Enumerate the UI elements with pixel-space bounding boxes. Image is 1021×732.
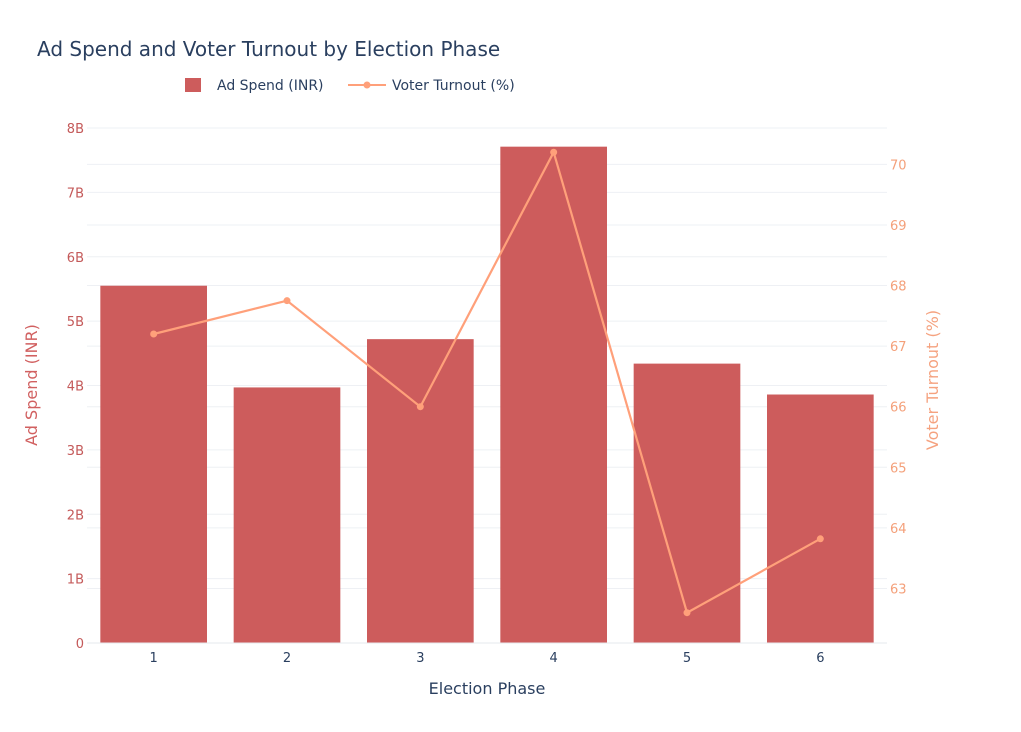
- line-series-voter-turnout: [150, 148, 824, 617]
- left-y-axis-ticks: 0 1B 2B 3B 4B 5B 6B 7B 8B: [67, 122, 84, 652]
- x-tick-label-1: 1: [150, 651, 158, 666]
- x-tick-label-3: 3: [416, 651, 424, 666]
- bar-phase-3[interactable]: [367, 339, 474, 643]
- left-tick-label-5: 5B: [67, 315, 84, 330]
- bar-phase-6[interactable]: [767, 394, 874, 643]
- chart-title: Ad Spend and Voter Turnout by Election P…: [37, 37, 500, 61]
- right-tick-label-7: 70: [890, 158, 907, 173]
- turnout-point-phase-3[interactable]: [416, 403, 424, 411]
- right-tick-label-0: 63: [890, 582, 907, 597]
- legend-swatch-ad-spend: [185, 78, 201, 92]
- x-tick-label-4: 4: [550, 651, 558, 666]
- turnout-point-phase-4[interactable]: [550, 148, 558, 156]
- bar-series-ad-spend: [100, 146, 874, 643]
- x-tick-label-5: 5: [683, 651, 691, 666]
- left-tick-label-6: 6B: [67, 251, 84, 266]
- left-tick-label-0: 0: [76, 637, 84, 652]
- right-tick-label-2: 65: [890, 461, 907, 476]
- left-tick-label-8: 8B: [67, 122, 84, 137]
- x-tick-label-2: 2: [283, 651, 291, 666]
- right-tick-label-4: 67: [890, 340, 907, 355]
- turnout-point-phase-2[interactable]: [283, 297, 291, 305]
- legend-label-ad-spend[interactable]: Ad Spend (INR): [217, 78, 324, 94]
- right-y-axis-title: Voter Turnout (%): [923, 310, 942, 450]
- left-tick-label-7: 7B: [67, 186, 84, 201]
- x-axis-title: Election Phase: [429, 679, 546, 698]
- turnout-point-phase-6[interactable]: [816, 535, 824, 543]
- gridlines: [87, 127, 887, 644]
- left-y-axis-title: Ad Spend (INR): [22, 324, 41, 446]
- left-tick-label-2: 2B: [67, 508, 84, 523]
- bar-phase-1[interactable]: [100, 285, 207, 643]
- right-tick-label-5: 68: [890, 280, 907, 295]
- bar-phase-2[interactable]: [233, 387, 341, 643]
- turnout-point-phase-1[interactable]: [150, 330, 158, 338]
- left-tick-label-3: 3B: [67, 444, 84, 459]
- x-axis-ticks: 1 2 3 4 5 6: [87, 642, 887, 666]
- legend[interactable]: Ad Spend (INR) Voter Turnout (%): [185, 78, 515, 94]
- right-tick-label-3: 66: [890, 401, 907, 416]
- right-tick-label-6: 69: [890, 219, 907, 234]
- bar-phase-5[interactable]: [633, 363, 741, 643]
- x-tick-label-6: 6: [816, 651, 824, 666]
- bar-phase-4[interactable]: [500, 146, 607, 643]
- legend-label-voter-turnout[interactable]: Voter Turnout (%): [392, 78, 515, 94]
- turnout-point-phase-5[interactable]: [683, 609, 691, 617]
- voter-turnout-line: [153, 149, 821, 615]
- right-tick-label-1: 64: [890, 522, 907, 537]
- left-tick-label-4: 4B: [67, 380, 84, 395]
- right-y-axis-ticks: 63 64 65 66 67 68 69 70: [890, 158, 907, 597]
- left-tick-label-1: 1B: [67, 573, 84, 588]
- legend-swatch-marker-voter-turnout: [363, 81, 371, 89]
